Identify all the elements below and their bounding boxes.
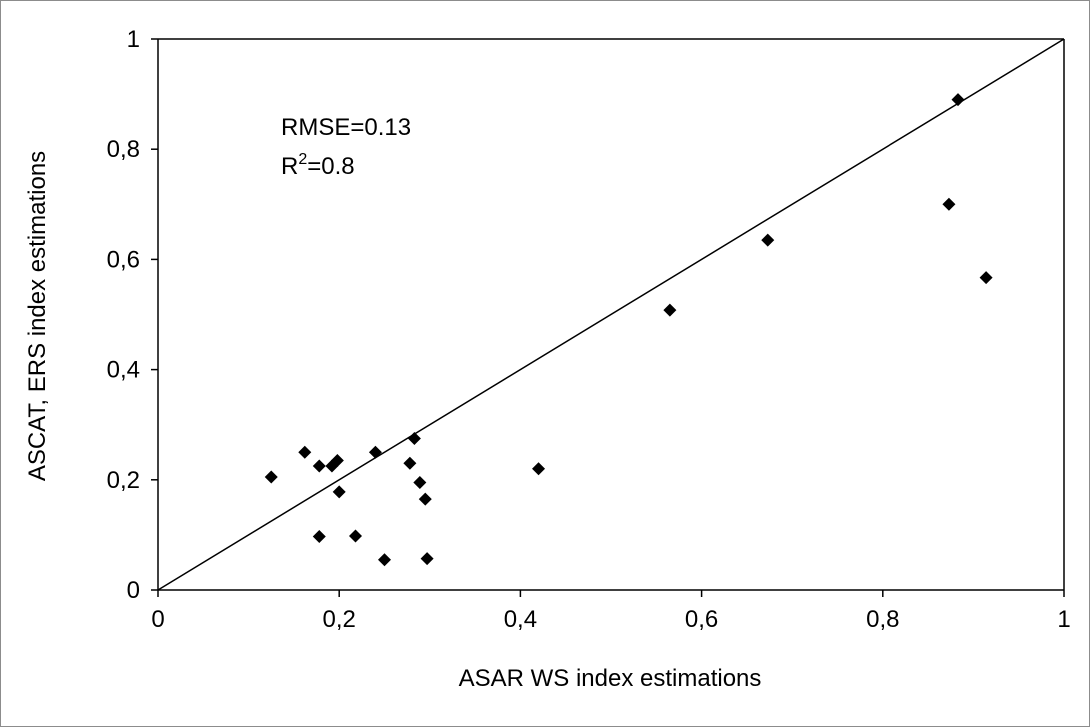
reference-line: [157, 38, 1065, 591]
data-point: [942, 197, 956, 211]
data-point: [403, 456, 417, 470]
y-tick-label: 0: [127, 577, 140, 604]
data-point: [413, 476, 427, 490]
r2-annotation: R2=0.8: [281, 151, 355, 180]
y-tick-label: 0,8: [107, 136, 140, 163]
data-point: [264, 470, 278, 484]
y-tick-label: 0,4: [107, 357, 140, 384]
x-axis-title: ASAR WS index estimations: [459, 665, 762, 692]
data-point: [312, 530, 326, 544]
data-point: [378, 553, 391, 567]
data-point: [407, 431, 421, 445]
r2-prefix: R: [281, 153, 298, 180]
y-tick-label: 0,2: [107, 467, 140, 494]
y-tick-label: 1: [127, 26, 140, 53]
data-point: [332, 485, 346, 499]
x-tick-label: 0,4: [504, 606, 537, 633]
data-point: [951, 93, 965, 107]
axes: [157, 38, 1065, 591]
x-tick-label: 1: [1057, 606, 1070, 633]
r2-suffix: =0.8: [307, 153, 354, 180]
data-point: [979, 271, 993, 285]
data-point: [298, 445, 312, 459]
rmse-annotation: RMSE=0.13: [281, 114, 411, 141]
ticks: 0 0,2 0,4 0,6 0,8 1 0 0,2 0,4 0,6 0,8 1: [107, 26, 1071, 633]
data-point: [330, 454, 344, 468]
data-point: [761, 233, 775, 247]
data-point: [418, 492, 432, 506]
x-tick-label: 0,2: [323, 606, 356, 633]
data-point: [312, 459, 326, 473]
x-tick-label: 0,6: [685, 606, 718, 633]
x-tick-label: 0: [151, 606, 164, 633]
y-axis-title: ASCAT, ERS index estimations: [24, 151, 51, 481]
data-point: [368, 445, 382, 459]
y-tick-label: 0,6: [107, 246, 140, 273]
data-point: [663, 303, 677, 317]
data-point: [349, 529, 363, 543]
data-point: [420, 552, 434, 566]
r2-superscript: 2: [298, 151, 307, 168]
data-points: [264, 93, 993, 567]
data-point: [532, 462, 546, 476]
x-tick-label: 0,8: [866, 606, 899, 633]
